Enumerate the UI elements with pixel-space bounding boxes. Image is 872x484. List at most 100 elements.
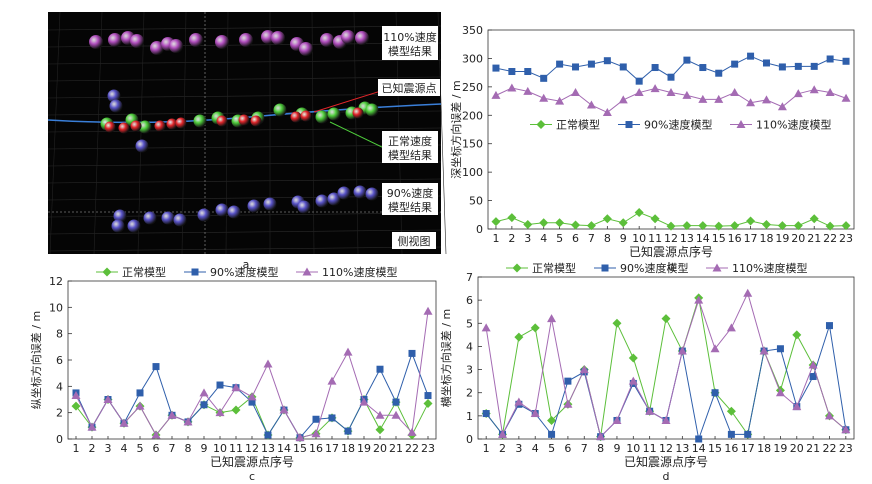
legend-item: 90%速度模型 [618, 118, 712, 132]
data-point [826, 55, 834, 63]
data-point [667, 73, 675, 81]
sphere-90 [263, 197, 277, 211]
data-point [152, 363, 160, 371]
x-tick-label: 8 [604, 232, 611, 245]
legend-marker [102, 267, 112, 277]
legend-marker [191, 268, 199, 276]
y-tick-label: 12 [49, 275, 63, 288]
data-point [715, 69, 723, 77]
y-tick-label: 100 [462, 166, 483, 179]
x-tick-label: 11 [648, 232, 662, 245]
x-tick-label: 7 [169, 442, 176, 455]
data-point [279, 405, 289, 414]
x-tick-label: 2 [508, 232, 515, 245]
x-tick-label: 18 [757, 442, 771, 455]
data-point [587, 60, 595, 68]
sphere-90 [143, 211, 157, 225]
data-point [628, 376, 638, 385]
data-point [263, 359, 273, 368]
sphere-90 [135, 139, 149, 153]
sphere-known [290, 111, 302, 123]
grid-line [353, 11, 359, 255]
legend-label: 110%速度模型 [732, 261, 807, 275]
data-point [666, 221, 676, 231]
data-point [247, 392, 257, 401]
data-point [650, 84, 660, 93]
data-point [731, 60, 739, 68]
data-point [508, 68, 516, 76]
label-110-line2: 模型结果 [388, 44, 432, 58]
legend-label: 110%速度模型 [756, 118, 831, 132]
legend-label: 110%速度模型 [322, 265, 397, 279]
data-point [530, 409, 540, 418]
x-tick-label: 9 [201, 442, 208, 455]
grid-line [47, 212, 442, 218]
data-point [579, 365, 589, 374]
data-point [634, 208, 644, 218]
data-point [727, 430, 735, 438]
data-point [103, 395, 113, 403]
x-tick-label: 17 [744, 232, 758, 245]
x-tick-label: 3 [524, 232, 531, 245]
data-point [618, 95, 628, 104]
data-point [523, 86, 533, 95]
data-point [596, 432, 606, 441]
data-point [776, 345, 784, 353]
x-tick-label: 17 [741, 442, 755, 455]
data-point [809, 85, 819, 94]
data-point [564, 377, 572, 385]
data-point [514, 397, 524, 406]
legend-marker [736, 120, 746, 129]
grid-line [47, 144, 442, 150]
grid-line [47, 127, 442, 133]
sphere-90 [327, 192, 341, 206]
data-point [825, 221, 835, 231]
data-point [726, 406, 736, 416]
x-tick-label: 1 [492, 232, 499, 245]
y-tick-label: 6 [466, 294, 473, 307]
data-point [423, 306, 433, 315]
data-point [743, 288, 753, 297]
sphere-90 [173, 213, 187, 227]
data-point [602, 214, 612, 224]
data-point [761, 95, 771, 104]
x-tick-label: 18 [759, 232, 773, 245]
y-tick-label: 10 [49, 301, 63, 314]
data-point [572, 63, 580, 71]
data-point [730, 221, 740, 231]
legend-item: 110%速度模型 [730, 118, 831, 132]
x-tick-label: 12 [659, 442, 673, 455]
data-point [694, 295, 704, 304]
x-axis-label: 已知震源点序号 [210, 454, 294, 469]
data-point [650, 214, 660, 224]
legend: 正常模型 90%速度模型 110%速度模型 [96, 265, 397, 279]
x-tick-label: 5 [137, 442, 144, 455]
sphere-90 [113, 209, 127, 223]
x-tick-label: 7 [581, 442, 588, 455]
data-point [136, 389, 144, 397]
x-tick-label: 16 [309, 442, 323, 455]
x-tick-label: 1 [73, 442, 80, 455]
grid-line [47, 178, 442, 184]
sphere-90 [247, 199, 261, 213]
sphere-known [216, 115, 228, 127]
x-tick-label: 21 [389, 442, 403, 455]
y-tick-label: 200 [462, 109, 483, 122]
x-tick-label: 10 [632, 232, 646, 245]
legend-marker [625, 121, 633, 129]
series-2 [491, 83, 851, 116]
legend-item: 90%速度模型 [184, 265, 278, 279]
data-point [200, 401, 208, 409]
data-point [762, 59, 770, 67]
data-point [87, 422, 97, 431]
data-point [824, 411, 834, 420]
data-point [714, 221, 724, 231]
sphere-90 [127, 219, 141, 233]
panel-letter: d [663, 470, 670, 483]
sphere-110 [108, 33, 122, 47]
data-point [628, 353, 638, 363]
sphere-110 [299, 42, 313, 56]
